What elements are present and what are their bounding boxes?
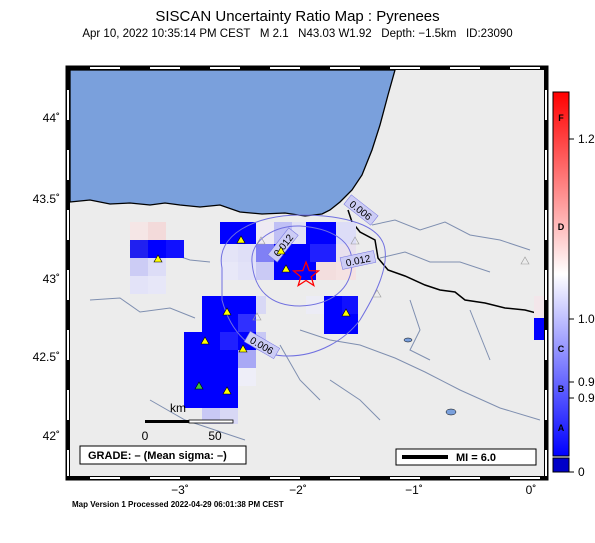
grade-letter: C (558, 344, 565, 354)
lat-label: 43˚ (43, 272, 60, 286)
triangle-icon (350, 236, 360, 245)
mi-box: MI = 6.0 (395, 448, 537, 466)
colorbar-value: 0.9 (578, 375, 595, 389)
grade-letter: D (558, 222, 565, 232)
triangle-icon (238, 344, 248, 353)
lake (403, 337, 413, 343)
lake (445, 408, 457, 416)
triangle-icon (252, 312, 262, 321)
colorbar-value: 1.2 (578, 132, 595, 146)
triangle-icon (236, 235, 246, 244)
border (347, 209, 544, 316)
grade-letter: F (558, 113, 564, 123)
triangle-icon (256, 236, 266, 245)
contour-label: 0.012 (345, 253, 372, 269)
lon-label: 0˚ (526, 483, 537, 497)
triangle-icon (222, 307, 232, 316)
lat-labels: 44˚ 43.5˚ 43˚ 42.5˚ 42˚ (33, 111, 60, 443)
colorbar: F D C B A 1.2 1.0 0.9 0.9 0 (552, 91, 595, 479)
lat-label: 44˚ (43, 111, 60, 125)
triangle-icon (520, 256, 530, 265)
star-icon (291, 260, 321, 287)
lat-label: 42.5˚ (33, 350, 60, 364)
triangle-icon (222, 386, 232, 395)
grade-text: GRADE: – (Mean sigma: –) (88, 450, 227, 462)
lon-labels: −3˚ −2˚ −1˚ 0˚ (171, 483, 536, 497)
lat-label: 42˚ (43, 429, 60, 443)
colorbar-value: 1.0 (578, 312, 595, 326)
triangle-icon (153, 254, 163, 263)
triangle-icon (194, 381, 204, 390)
colorbar-value: 0.9 (578, 391, 595, 405)
grade-letter: A (558, 423, 565, 433)
event-info: Apr 10, 2022 10:35:14 PM CEST M 2.1 N43.… (82, 28, 513, 40)
lon-label: −2˚ (289, 483, 307, 497)
sea (70, 70, 396, 217)
scale-unit: km (170, 401, 186, 415)
scale-tick: 50 (208, 429, 222, 443)
triangle-icon (341, 308, 351, 317)
stations (153, 235, 530, 395)
grade-letter: B (558, 384, 565, 394)
lon-label: −3˚ (171, 483, 189, 497)
colorbar-value: 0 (578, 465, 585, 479)
triangle-icon (200, 336, 210, 345)
map-title: SISCAN Uncertainty Ratio Map : Pyrenees (155, 8, 440, 25)
triangle-icon (276, 246, 286, 255)
scale-bar: km 0 50 (142, 401, 234, 443)
grade-box: GRADE: – (Mean sigma: –) (79, 445, 247, 465)
triangle-icon (372, 289, 382, 298)
mi-label: MI = 6.0 (456, 452, 496, 464)
triangle-icon (281, 264, 291, 273)
map-area: 0.006 0.012 0.012 0.006 (70, 70, 544, 476)
lat-label: 43.5˚ (33, 192, 60, 206)
scale-tick: 0 (142, 429, 149, 443)
map-frame (65, 65, 549, 481)
lon-label: −1˚ (405, 483, 423, 497)
processing-info: Map Version 1 Processed 2022-04-29 06:01… (72, 500, 284, 509)
